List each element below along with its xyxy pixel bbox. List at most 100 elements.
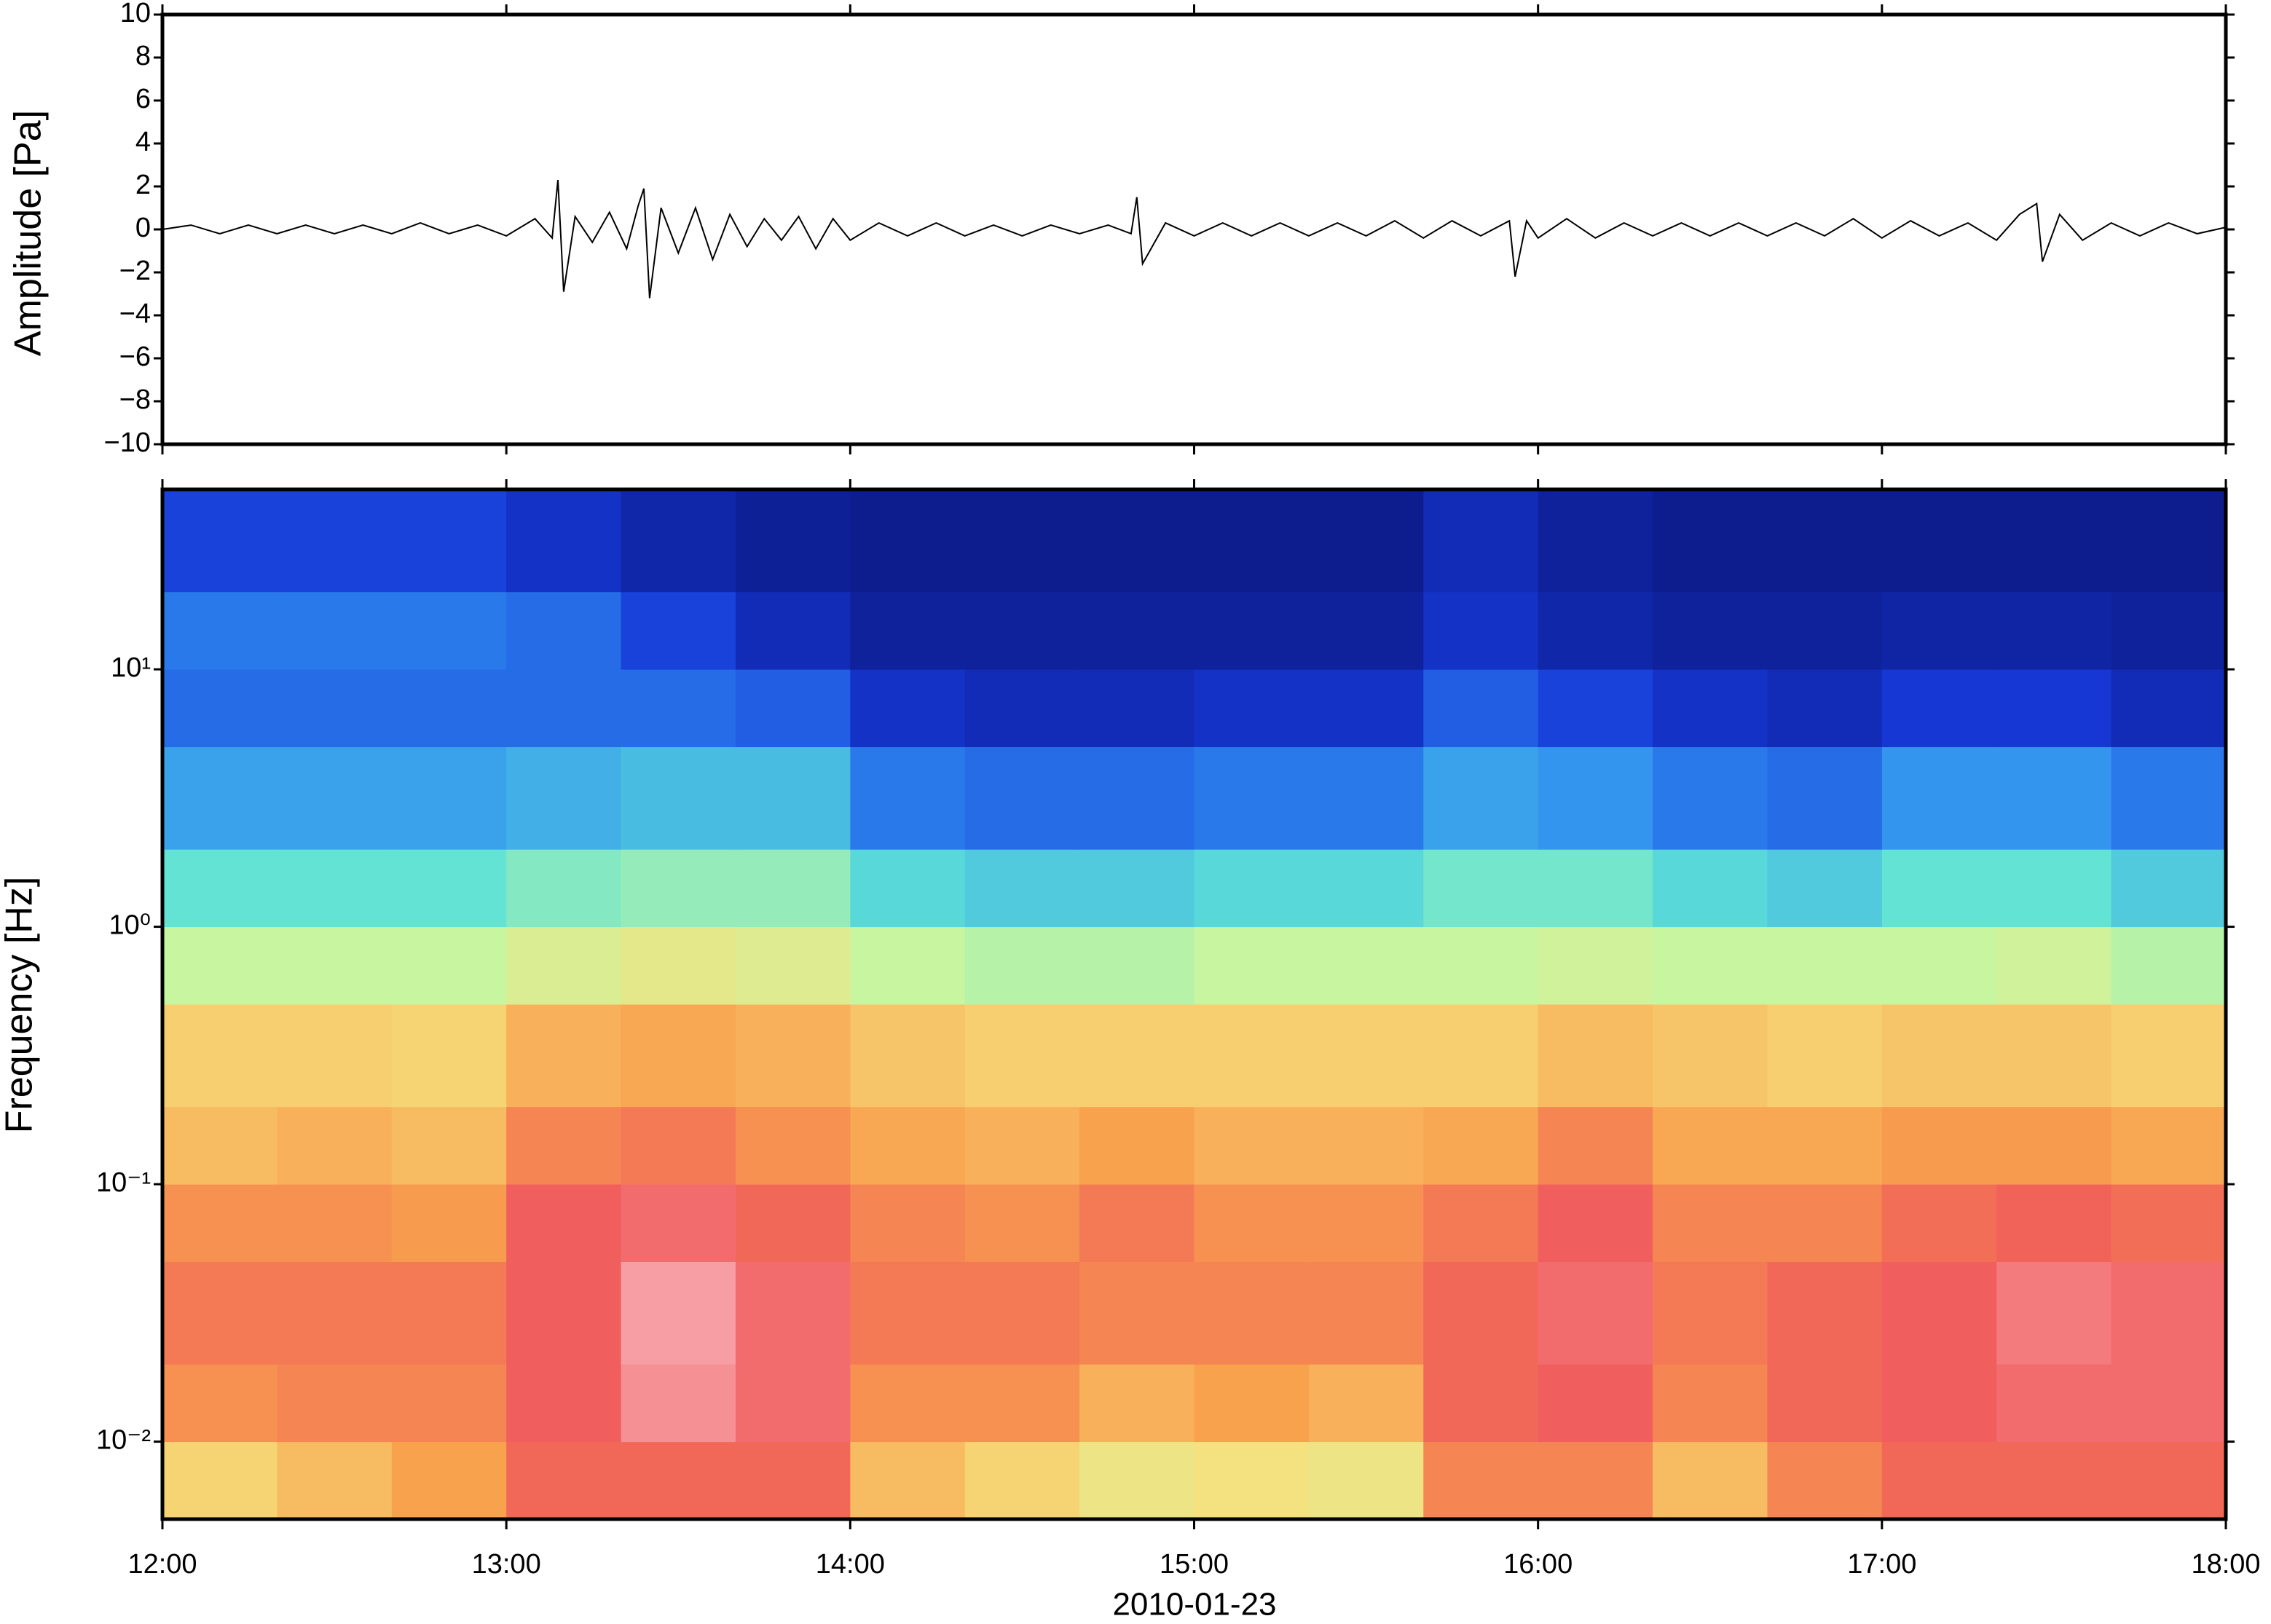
y-tick-label: −8 [119,385,151,415]
y-tick-label: 10⁰ [109,910,151,941]
spectrogram-cell [735,1184,851,1262]
spectrogram-cell [850,669,966,747]
spectrogram-cell [964,591,1080,670]
spectrogram-cell [964,1261,1080,1365]
spectrogram-cell [1079,489,1194,593]
spectrogram-cell [1653,849,1768,928]
spectrogram-cell [1653,1261,1768,1365]
spectrogram-cell [621,591,736,670]
spectrogram-cell [2111,1261,2227,1365]
spectrogram-cell [1079,1364,1194,1443]
spectrogram-cell [735,1261,851,1365]
spectrogram-cell [1194,926,1310,1005]
spectrogram-cell [391,746,507,850]
spectrogram-cell [277,489,393,593]
spectrogram-cell [1767,926,1883,1005]
spectrogram-cell [391,1184,507,1262]
panel-frame [160,12,2228,446]
spectrogram-cell [1423,746,1539,850]
spectrogram-cell [621,849,736,928]
spectrogram-cell [964,669,1080,747]
spectrogram-cell [1996,489,2112,593]
spectrogram-cell [1194,1004,1310,1108]
spectrogram-cell [391,669,507,747]
spectrogram-cell [506,1261,622,1365]
spectrogram-cell [1653,1106,1768,1185]
spectrogram-cell [964,1441,1080,1520]
spectrogram-cell [1079,1106,1194,1185]
spectrogram-cell [1538,591,1653,670]
spectrogram-cell [1194,1364,1310,1443]
spectrogram-cell [621,1441,736,1520]
spectrogram-cell [1079,669,1194,747]
spectrogram-cell [1653,1441,1768,1520]
y-tick-label: −2 [119,256,151,286]
y-tick-label: −10 [104,427,151,458]
spectrogram-cell [506,746,622,850]
spectrogram-cell [391,926,507,1005]
y-tick-label: 4 [135,127,151,157]
spectrogram-cell [162,591,278,670]
spectrogram-cell [964,489,1080,593]
spectrogram-cell [1996,1004,2112,1108]
spectrogram-cell [391,489,507,593]
spectrogram-cell [1308,591,1424,670]
spectrogram-cell [1079,1441,1194,1520]
spectrogram-cell [1538,1261,1653,1365]
spectrogram-cell [735,669,851,747]
spectrogram-cell [1767,1004,1883,1108]
spectrogram-cell [391,1261,507,1365]
spectrogram-cell [1194,591,1310,670]
spectrogram-cell [964,849,1080,928]
spectrogram-cell [1881,669,1997,747]
y-tick-label: 0 [135,213,151,243]
spectrogram-cell [506,489,622,593]
spectrogram-cell [277,1184,393,1262]
spectrogram-cell [1194,1184,1310,1262]
spectrogram-cell [850,1261,966,1365]
spectrogram-cell [964,1184,1080,1262]
spectrogram-cell [1767,489,1883,593]
y-tick-label: 10¹ [111,653,151,683]
spectrogram-cell [1308,1184,1424,1262]
spectrogram-cell [162,926,278,1005]
spectrogram-cell [506,1004,622,1108]
spectrogram-cell [1423,926,1539,1005]
spectrogram-cell [1079,926,1194,1005]
spectrogram-cell [1881,489,1997,593]
spectrogram-cell [1194,1261,1310,1365]
y-tick-label: 10 [120,0,151,28]
spectrogram-cell [162,489,278,593]
spectrogram-cell [735,926,851,1005]
spectrogram-cell [1881,1106,1997,1185]
spectrogram-cell [1308,849,1424,928]
spectrogram-cell [2111,746,2227,850]
spectrogram-cell [1423,669,1539,747]
spectrogram-cell [1308,1004,1424,1108]
spectrogram-cell [2111,1106,2227,1185]
spectrogram-cell [1194,849,1310,928]
spectrogram-cell [1423,1004,1539,1108]
spectrogram-cell [1653,669,1768,747]
spectrogram-cell [1767,746,1883,850]
spectrogram-cell [621,1364,736,1443]
spectrogram-cell [391,1106,507,1185]
spectrogram-cell [391,591,507,670]
spectrogram-cell [1653,926,1768,1005]
spectrogram-cell [2111,849,2227,928]
x-tick-label: 13:00 [472,1549,541,1580]
spectrogram-cell [1538,1184,1653,1262]
spectrogram-cell [1423,591,1539,670]
spectrogram-cell [1423,1106,1539,1185]
spectrogram-cell [850,1441,966,1520]
spectrogram-cell [506,1364,622,1443]
spectrogram-cell [1996,1261,2112,1365]
spectrogram-cell [162,1364,278,1443]
spectrogram-cell [735,1441,851,1520]
x-tick-label: 16:00 [1503,1549,1573,1580]
spectrogram-cell [277,1261,393,1365]
spectrogram-cell [1767,591,1883,670]
spectrogram-cell [1996,669,2112,747]
spectrogram-cell [735,746,851,850]
